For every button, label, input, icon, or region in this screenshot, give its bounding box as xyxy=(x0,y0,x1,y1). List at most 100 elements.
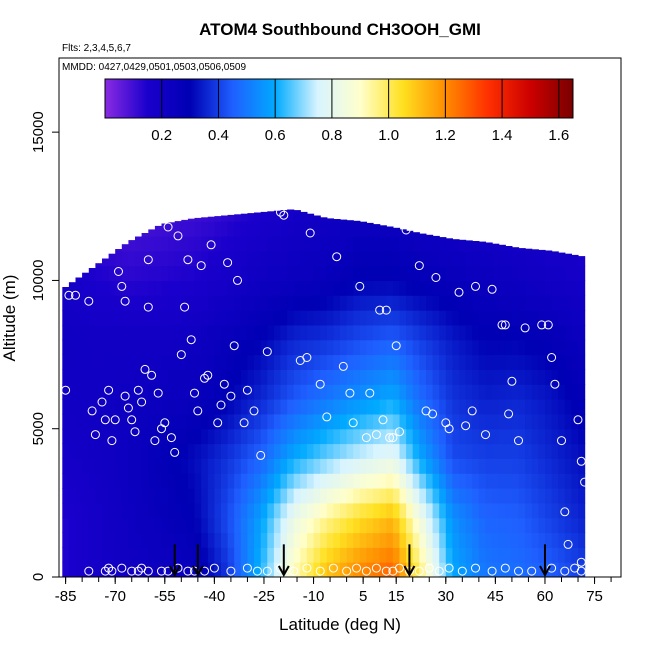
field-cell xyxy=(498,339,506,356)
field-cell xyxy=(115,488,123,504)
field-cell xyxy=(102,488,110,504)
field-cell xyxy=(168,532,176,548)
field-cell xyxy=(551,310,559,326)
field-cell xyxy=(121,473,129,489)
field-cell xyxy=(406,295,414,311)
field-cell xyxy=(498,458,506,474)
observation-point xyxy=(507,376,517,386)
field-cell xyxy=(141,369,149,385)
field-cell xyxy=(75,458,83,474)
field-cell xyxy=(181,517,189,534)
field-cell xyxy=(558,295,566,311)
field-cell xyxy=(214,517,222,534)
field-cell xyxy=(439,250,447,267)
observation-point xyxy=(100,566,110,576)
field-cell xyxy=(511,280,520,296)
field-cell xyxy=(399,428,407,445)
field-cell xyxy=(551,443,559,459)
field-cell xyxy=(227,517,235,534)
field-cell xyxy=(181,547,189,563)
field-cell xyxy=(558,324,566,341)
field-cell xyxy=(293,250,301,267)
field-cell xyxy=(392,532,401,548)
observation-point xyxy=(279,210,289,220)
field-cell xyxy=(492,354,500,370)
field-cell xyxy=(148,295,156,311)
field-cell xyxy=(445,458,453,474)
field-cell xyxy=(194,235,202,252)
field-cell xyxy=(419,233,427,237)
field-cell xyxy=(95,443,103,459)
field-cell xyxy=(426,354,434,370)
observation-point xyxy=(256,450,266,460)
field-cell xyxy=(551,517,559,534)
field-cell xyxy=(511,547,520,563)
field-cell xyxy=(326,532,334,548)
field-cell xyxy=(373,413,381,430)
field-cell xyxy=(333,458,341,474)
field-cell xyxy=(452,339,460,356)
field-cell xyxy=(82,562,90,577)
field-cell xyxy=(267,413,275,430)
field-cell xyxy=(452,428,460,445)
observation-point xyxy=(388,433,398,443)
field-cell xyxy=(168,310,176,326)
field-cell xyxy=(558,488,566,504)
field-cell xyxy=(571,280,579,296)
field-cell xyxy=(227,413,235,430)
y-tick-label: 0 xyxy=(30,573,47,581)
field-cell xyxy=(399,369,407,385)
field-cell xyxy=(174,458,182,474)
field-cell xyxy=(531,280,539,296)
field-cell xyxy=(359,443,367,459)
observation-point xyxy=(332,252,342,262)
field-cell xyxy=(254,310,262,326)
field-cell xyxy=(545,502,553,519)
observation-point xyxy=(206,240,216,250)
field-cell xyxy=(538,517,546,534)
field-cell xyxy=(373,295,381,311)
field-cell xyxy=(485,384,493,400)
field-cell xyxy=(571,339,579,356)
y-tick-label: 10000 xyxy=(30,260,47,302)
field-cell xyxy=(492,324,500,341)
field-cell xyxy=(154,473,163,489)
field-cell xyxy=(505,547,513,563)
field-cell xyxy=(227,280,235,296)
field-cell xyxy=(95,369,103,385)
field-cell xyxy=(505,532,513,548)
field-cell xyxy=(267,339,275,356)
field-cell xyxy=(247,310,255,326)
field-cell xyxy=(247,458,255,474)
field-cell xyxy=(293,384,301,400)
field-cell xyxy=(115,443,123,459)
field-cell xyxy=(214,369,222,385)
field-cell xyxy=(353,354,361,370)
field-cell xyxy=(333,339,341,356)
field-cell xyxy=(511,339,520,356)
field-cell xyxy=(472,265,480,281)
observation-point xyxy=(471,281,480,291)
field-cell xyxy=(161,354,169,370)
field-cell xyxy=(254,428,262,445)
field-cell xyxy=(558,502,566,519)
field-cell xyxy=(88,488,96,504)
field-cell xyxy=(366,369,374,385)
field-cell xyxy=(227,473,235,489)
field-cell xyxy=(459,339,467,356)
field-cell xyxy=(247,547,255,563)
field-cell xyxy=(485,310,493,326)
field-cell xyxy=(187,443,196,459)
field-cell xyxy=(247,221,255,237)
field-cell xyxy=(333,384,341,400)
field-cell xyxy=(511,502,520,519)
field-cell xyxy=(485,295,493,311)
field-cell xyxy=(373,443,381,459)
field-cell xyxy=(346,310,354,326)
field-cell xyxy=(346,220,354,222)
field-cell xyxy=(419,473,427,489)
field-cell xyxy=(174,517,182,534)
field-cell xyxy=(115,547,123,563)
observation-point xyxy=(371,430,381,440)
field-cell xyxy=(181,473,189,489)
